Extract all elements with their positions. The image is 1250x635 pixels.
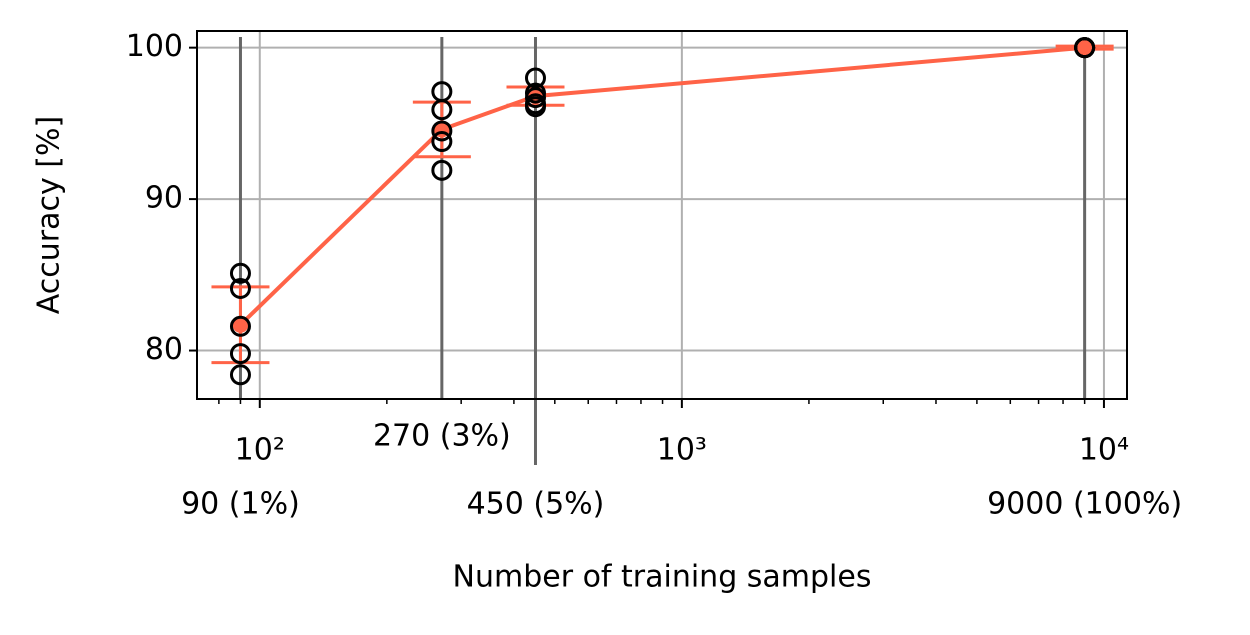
sample-tick-label: 90 (1%): [181, 487, 300, 522]
run-point: [229, 262, 251, 284]
y-tick-label: 100: [126, 29, 183, 64]
x-tick-label: 10⁴: [1079, 433, 1129, 468]
run-point: [229, 315, 251, 337]
y-axis-label: Accuracy [%]: [32, 116, 67, 314]
mean-line: [239, 45, 1085, 327]
mean-marker: [232, 316, 249, 333]
run-point: [431, 99, 453, 121]
x-tick-label: 10³: [657, 433, 707, 468]
x-tick-label: 10²: [235, 433, 285, 468]
y-tick-label: 90: [145, 181, 183, 216]
run-point: [229, 364, 251, 386]
y-tick-label: 80: [145, 332, 183, 367]
sample-tick-label: 270 (3%): [373, 419, 511, 454]
run-point: [431, 120, 453, 142]
sample-tick-label: 9000 (100%): [987, 487, 1182, 522]
x-axis-label: Number of training samples: [453, 560, 872, 595]
run-point: [524, 67, 546, 89]
run-point: [431, 159, 453, 181]
run-point: [229, 343, 251, 365]
run-point: [431, 131, 453, 153]
run-point: [229, 277, 251, 299]
sample-tick-label: 450 (5%): [467, 487, 605, 522]
mean-marker: [1076, 39, 1093, 56]
run-point: [524, 96, 546, 118]
plot-frame: [196, 30, 1128, 400]
run-point: [524, 87, 546, 109]
run-point: [1074, 37, 1096, 59]
